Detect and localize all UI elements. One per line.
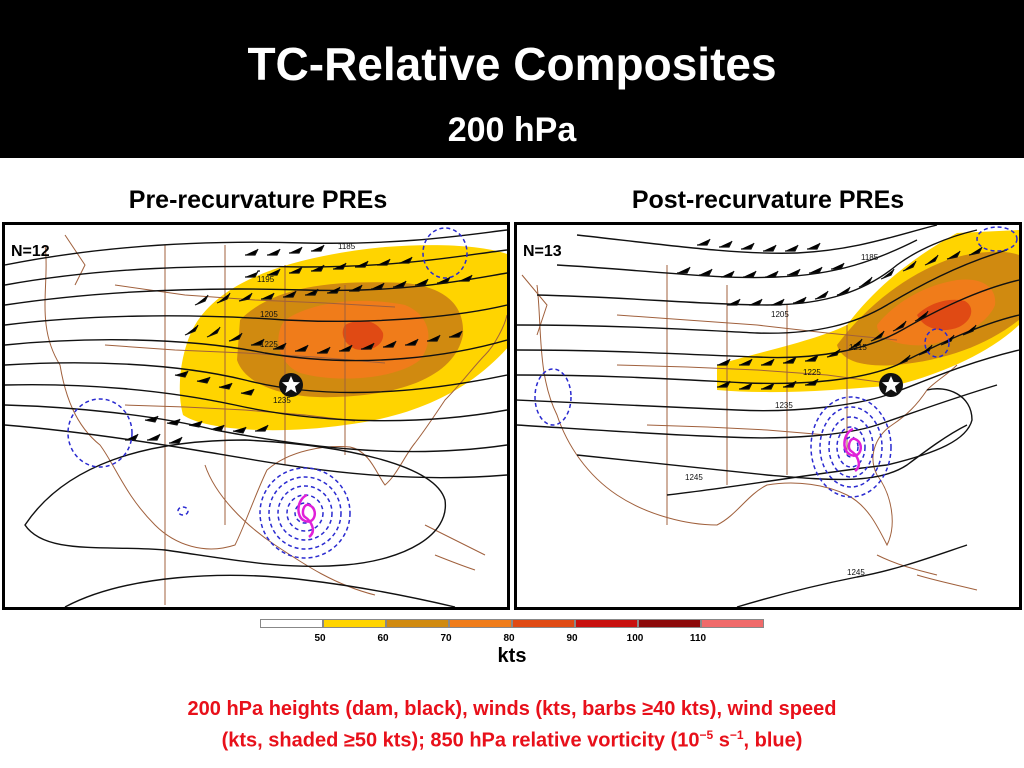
colorbar-tick: 100 [626, 633, 644, 644]
colorbar-segment [575, 619, 638, 628]
contour-label: 1235 [775, 401, 793, 410]
caption-line-2: (kts, shaded ≥50 kts); 850 hPa relative … [0, 728, 1024, 753]
caption-part: (kts, shaded ≥50 kts); 850 hPa relative … [221, 729, 700, 752]
wind-barbs [125, 244, 473, 444]
page-title: TC-Relative Composites [247, 38, 777, 90]
colorbar-segment [638, 619, 701, 628]
colorbar-segment [701, 619, 764, 628]
contour-label: 1205 [260, 310, 278, 319]
map-panel-pre: 1185 1195 1205 1225 1235 [2, 222, 510, 610]
wind-shade-80 [917, 299, 972, 331]
vorticity-contours [534, 226, 1018, 498]
height-contours [5, 229, 507, 607]
panel-label-pre: Pre-recurvature PREs [128, 186, 388, 214]
colorbar-tick: 90 [566, 633, 578, 644]
panel-label-post: Post-recurvature PREs [631, 186, 905, 214]
caption-sup: −1 [729, 728, 744, 742]
colorbar: 50 60 70 80 90 100 110 [260, 619, 766, 649]
caption-part: , blue) [743, 729, 803, 752]
contour-label: 1245 [847, 568, 865, 577]
contour-label: 1205 [771, 310, 789, 319]
colorbar-units: kts [497, 645, 527, 667]
wind-shade-80 [342, 320, 384, 351]
wind-barbs [677, 238, 983, 390]
contour-label: 1225 [260, 340, 278, 349]
star-icon [879, 373, 903, 397]
vorticity-contours [67, 227, 468, 559]
contour-label: 1245 [685, 473, 703, 482]
caption-part: s [713, 729, 730, 752]
contour-label: 1215 [849, 343, 867, 352]
page-subtitle: 200 hPa [447, 111, 577, 149]
colorbar-tick: 50 [314, 633, 326, 644]
map-pre-svg: 1185 1195 1205 1225 1235 [5, 227, 507, 607]
colorbar-segment [260, 619, 323, 628]
map-panel-post: 1185 1205 1215 1225 1235 1245 1245 1195 [514, 222, 1022, 610]
sample-size-label: N=12 [11, 243, 50, 260]
star-icon [279, 373, 303, 397]
map-post-svg: 1185 1205 1215 1225 1235 1245 1245 1195 [517, 225, 1019, 607]
contour-label: 1185 [338, 242, 356, 251]
title-bar: TC-Relative Composites 200 hPa [0, 0, 1024, 158]
map-borders [44, 234, 507, 605]
contour-label: 1185 [861, 253, 879, 262]
colorbar-segment [449, 619, 512, 628]
colorbar-tick: 110 [689, 633, 707, 644]
hurricane-symbol-icon [843, 427, 863, 472]
contour-label: 1195 [257, 275, 275, 284]
colorbar-tick: 70 [440, 633, 452, 644]
colorbar-segment [323, 619, 386, 628]
contour-label: 1225 [803, 368, 821, 377]
colorbar-segment [512, 619, 575, 628]
sample-size-label: N=13 [523, 243, 562, 260]
colorbar-segment [386, 619, 449, 628]
caption-sup: −5 [699, 728, 714, 742]
contour-label: 1235 [273, 396, 291, 405]
colorbar-tick: 80 [503, 633, 515, 644]
hurricane-symbol-icon [297, 493, 317, 538]
caption-line-1: 200 hPa heights (dam, black), winds (kts… [187, 698, 837, 720]
colorbar-tick: 60 [377, 633, 389, 644]
